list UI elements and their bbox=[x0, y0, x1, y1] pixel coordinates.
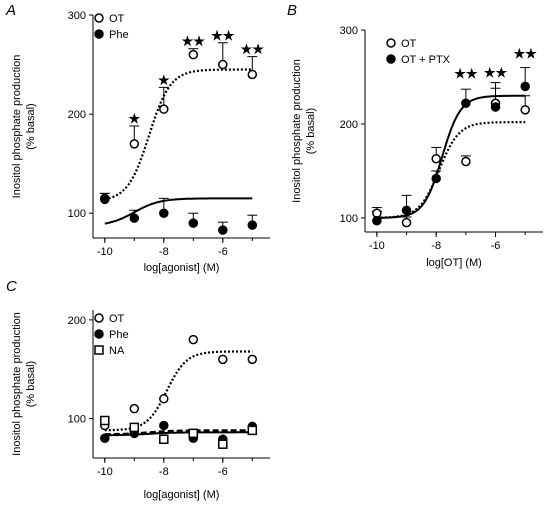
panel-b-letter: B bbox=[287, 2, 297, 19]
data-point-ot-ptx bbox=[401, 205, 412, 216]
panel-c-letter: C bbox=[6, 278, 17, 295]
significance-stars: ★★ bbox=[484, 65, 508, 80]
data-point-ot bbox=[218, 59, 228, 70]
data-point-phe bbox=[100, 194, 110, 205]
panel-c-plot: 100 200 -10 -8 -6 log[agonist] (M) Inositol ph… bbox=[11, 310, 270, 501]
significance-stars: ★★ bbox=[514, 46, 538, 61]
panel-a-letter: A bbox=[5, 2, 16, 19]
data-point-ot bbox=[129, 139, 140, 149]
data-point-ot bbox=[247, 354, 258, 365]
data-point-phe bbox=[188, 218, 199, 228]
fit-curve-phe bbox=[104, 431, 253, 437]
legend-label: OT bbox=[401, 38, 417, 50]
y-axis-label-line-1: Inositol phosphate production bbox=[11, 55, 23, 199]
fit-curve-na bbox=[104, 429, 253, 436]
panel-b: B 100 200 300 -10 -8 -6 log[OT] (M) Inositol ph… bbox=[287, 2, 543, 269]
y-tick-label: 300 bbox=[68, 10, 86, 22]
fit-curve-ot bbox=[104, 350, 253, 432]
panel-a: A 100 200 300 -10 -8 -6 log[agonist] (M) Inosit… bbox=[5, 2, 270, 274]
legend-label: Phe bbox=[109, 29, 129, 41]
data-point-ot bbox=[188, 49, 199, 60]
data-point-na bbox=[159, 434, 169, 445]
x-tick-label: -6 bbox=[491, 240, 501, 252]
data-point-ot-ptx bbox=[520, 81, 530, 92]
significance-stars: ★★ bbox=[241, 42, 265, 57]
data-point-ot bbox=[129, 403, 140, 414]
legend-marker-phe bbox=[94, 29, 104, 39]
legend-label: NA bbox=[109, 345, 125, 357]
data-point-ot bbox=[218, 354, 228, 365]
y-tick-label: 200 bbox=[68, 109, 86, 121]
fit-curve-ot bbox=[104, 68, 253, 201]
y-axis-label-line-2: (% basal) bbox=[305, 108, 317, 154]
y-tick-label: 100 bbox=[68, 208, 86, 220]
y-tick-label: 100 bbox=[340, 213, 358, 225]
panel-a-plot: 100 200 300 -10 -8 -6 log[agonist] (M) Inositol… bbox=[11, 10, 270, 274]
fit-curve-ot bbox=[376, 121, 526, 219]
data-point-phe bbox=[218, 225, 228, 235]
data-point-ot-ptx bbox=[490, 102, 501, 112]
significance-stars: ★ bbox=[128, 111, 140, 126]
legend-marker-ot bbox=[94, 313, 104, 323]
data-point-phe bbox=[100, 433, 110, 444]
legend-label: OT bbox=[109, 313, 125, 325]
fit-curve-ot-ptx bbox=[376, 94, 526, 219]
legend-label: OT + PTX bbox=[401, 54, 451, 66]
legend-marker-ot bbox=[386, 38, 396, 48]
data-point-phe bbox=[247, 220, 258, 230]
legend-label: Phe bbox=[109, 329, 129, 341]
data-point-ot bbox=[159, 104, 169, 114]
x-tick-label: -6 bbox=[218, 246, 228, 258]
y-tick-label: 300 bbox=[340, 25, 358, 37]
x-axis-label: log[OT] (M) bbox=[426, 257, 482, 269]
data-point-ot bbox=[461, 156, 471, 167]
data-point-na bbox=[188, 428, 199, 439]
x-tick-label: -8 bbox=[431, 240, 441, 252]
data-point-phe bbox=[129, 213, 140, 223]
data-point-na bbox=[247, 425, 258, 436]
data-point-ot bbox=[520, 105, 530, 115]
x-tick-label: -10 bbox=[369, 240, 385, 252]
x-tick-label: -10 bbox=[97, 466, 113, 478]
x-axis-label: log[agonist] (M) bbox=[144, 489, 220, 501]
y-axis-label-line-1: Inositol phosphate production bbox=[291, 59, 303, 203]
data-point-ot bbox=[159, 394, 169, 404]
y-axis-label-line-1: Inositol phosphate production bbox=[11, 312, 23, 456]
data-point-ot bbox=[247, 69, 258, 80]
legend-marker-na bbox=[94, 345, 104, 355]
legend-label: OT bbox=[109, 13, 125, 25]
significance-stars: ★★ bbox=[182, 34, 206, 49]
y-tick-label: 200 bbox=[340, 119, 358, 131]
x-tick-label: -8 bbox=[159, 466, 169, 478]
x-tick-label: -8 bbox=[159, 246, 169, 258]
data-point-ot-ptx bbox=[431, 173, 441, 184]
data-point-ot bbox=[188, 334, 199, 345]
data-point-phe bbox=[159, 420, 169, 431]
data-point-ot-ptx bbox=[372, 215, 382, 226]
data-point-phe bbox=[159, 208, 169, 218]
significance-stars: ★★ bbox=[454, 66, 478, 81]
data-point-ot bbox=[401, 217, 412, 228]
x-tick-label: -10 bbox=[97, 246, 113, 258]
panel-b-plot: 100 200 300 -10 -8 -6 log[OT] (M) Inositol phos… bbox=[291, 25, 543, 269]
data-point-ot-ptx bbox=[461, 98, 471, 109]
data-point-na bbox=[129, 422, 140, 433]
legend-marker-ot bbox=[94, 13, 104, 23]
x-axis-label: log[agonist] (M) bbox=[144, 262, 220, 274]
data-point-na bbox=[100, 415, 110, 426]
legend-marker-ot-ptx bbox=[386, 54, 396, 64]
significance-stars: ★★ bbox=[211, 28, 235, 43]
y-axis-label-line-2: (% basal) bbox=[25, 361, 37, 407]
fit-curve-phe bbox=[104, 197, 253, 225]
legend-marker-phe bbox=[94, 329, 104, 339]
panel-c: C 100 200 -10 -8 -6 log[agonist] (M) Inositol … bbox=[6, 278, 270, 501]
y-axis-label-line-2: (% basal) bbox=[25, 103, 37, 149]
x-tick-label: -6 bbox=[218, 466, 228, 478]
data-point-ot bbox=[431, 153, 441, 164]
y-tick-label: 200 bbox=[68, 315, 86, 327]
data-point-na bbox=[218, 439, 228, 449]
significance-stars: ★ bbox=[158, 72, 170, 87]
y-tick-label: 100 bbox=[68, 414, 86, 426]
